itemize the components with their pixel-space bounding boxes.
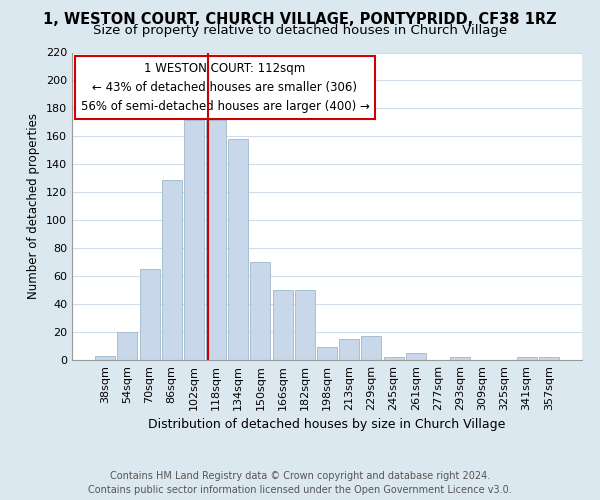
Text: Contains HM Land Registry data © Crown copyright and database right 2024.
Contai: Contains HM Land Registry data © Crown c… bbox=[88, 471, 512, 495]
Bar bbox=[184, 120, 204, 360]
Text: Size of property relative to detached houses in Church Village: Size of property relative to detached ho… bbox=[93, 24, 507, 37]
Bar bbox=[539, 357, 559, 360]
Bar bbox=[140, 269, 160, 360]
Bar bbox=[517, 357, 536, 360]
Bar bbox=[95, 356, 115, 360]
Bar bbox=[450, 357, 470, 360]
Bar bbox=[406, 353, 426, 360]
Y-axis label: Number of detached properties: Number of detached properties bbox=[28, 114, 40, 299]
Bar bbox=[317, 348, 337, 360]
Bar bbox=[383, 357, 404, 360]
Bar bbox=[339, 339, 359, 360]
Text: 1 WESTON COURT: 112sqm
← 43% of detached houses are smaller (306)
56% of semi-de: 1 WESTON COURT: 112sqm ← 43% of detached… bbox=[80, 62, 370, 112]
Bar bbox=[361, 336, 382, 360]
X-axis label: Distribution of detached houses by size in Church Village: Distribution of detached houses by size … bbox=[148, 418, 506, 432]
Bar bbox=[250, 262, 271, 360]
Bar bbox=[272, 290, 293, 360]
Text: 1, WESTON COURT, CHURCH VILLAGE, PONTYPRIDD, CF38 1RZ: 1, WESTON COURT, CHURCH VILLAGE, PONTYPR… bbox=[43, 12, 557, 28]
Bar bbox=[162, 180, 182, 360]
Bar bbox=[118, 332, 137, 360]
Bar bbox=[228, 139, 248, 360]
Bar bbox=[206, 120, 226, 360]
Bar bbox=[295, 290, 315, 360]
